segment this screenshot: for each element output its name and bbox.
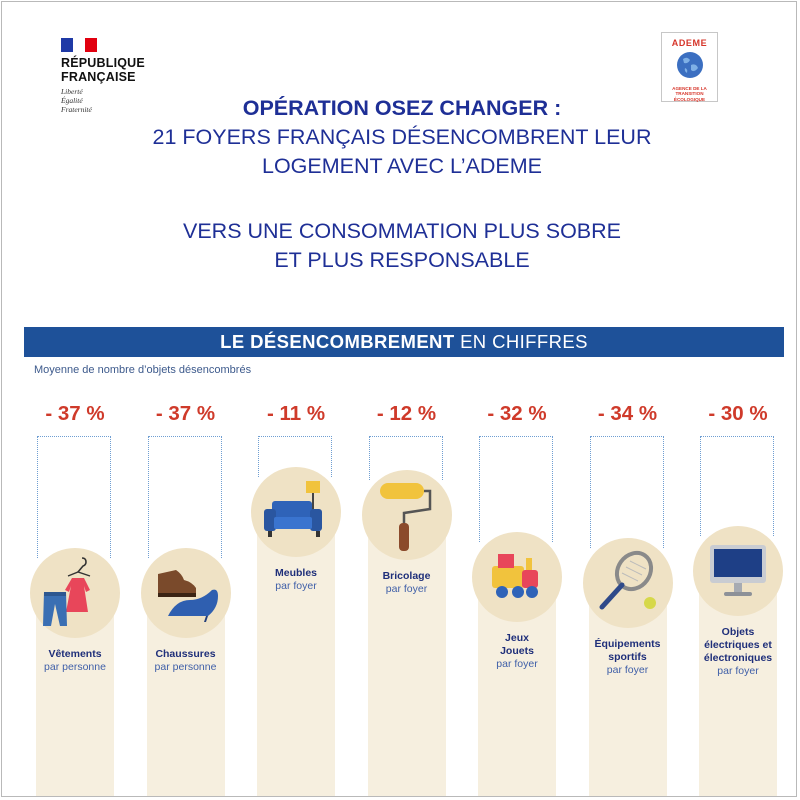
percent-label: - 37 % — [155, 402, 216, 425]
globe-icon — [676, 52, 703, 78]
category-label: Objets électriques et électroniques par foy… — [692, 626, 784, 678]
tennis-racket-icon — [582, 538, 673, 628]
chart-column: - 37 % Vêtements par personne — [29, 2, 121, 796]
ademe-logo: ADEME AGENCE DE LA TRANSITION ÉCOLOGIQUE — [661, 32, 718, 102]
category-unit: par foyer — [385, 583, 428, 595]
category-name: Jeux — [505, 632, 529, 644]
shoes-icon — [140, 548, 231, 638]
category-name: Jouets — [500, 645, 534, 657]
percent-label: - 30 % — [708, 402, 768, 425]
previous-level-outline — [147, 436, 222, 558]
chart-column: - 30 % Objets électriques et électroniques p… — [692, 2, 784, 796]
previous-level-outline — [258, 436, 332, 477]
chart-column: - 37 % Chaussures par personne — [140, 2, 232, 796]
category-label: Équipements sportifs par foyer — [582, 638, 674, 677]
category-name: Bricolage — [382, 570, 431, 582]
category-name: Chaussures — [155, 648, 216, 660]
paint-roller-icon — [361, 470, 452, 560]
computer-icon — [693, 526, 783, 616]
category-label: Bricolage par foyer — [361, 570, 453, 596]
category-unit: par personne — [44, 661, 106, 673]
previous-level-outline — [700, 436, 774, 536]
category-label: Vêtements par personne — [29, 648, 121, 674]
chart-subtitle: Moyenne de nombre d’objets désencombrés — [34, 364, 252, 376]
category-name: électriques et — [704, 639, 772, 651]
category-name: électroniques — [703, 652, 773, 664]
republique-name: RÉPUBLIQUE FRANÇAISE — [61, 56, 145, 84]
chart-column: - 34 % Équipements sportifs par foyer — [582, 2, 674, 796]
percent-label: - 37 % — [45, 402, 105, 425]
toy-train-icon — [472, 532, 562, 622]
page-title: OPÉRATION OSEZ CHANGER : 21 FOYERS FRANÇ… — [152, 96, 652, 272]
category-name: sportifs — [608, 651, 647, 663]
category-name: Équipements — [594, 638, 661, 650]
ademe-tagline: AGENCE DE LA TRANSITION ÉCOLOGIQUE — [672, 86, 707, 102]
section-band: LE DÉSENCOMBREMENT EN CHIFFRES — [24, 327, 784, 357]
previous-level-outline — [479, 436, 553, 542]
republique-francaise-logo: RÉPUBLIQUE FRANÇAISE Liberté Égalité Fra… — [61, 38, 145, 114]
chart-column: - 32 % Jeux Jouets par foyer — [471, 2, 563, 796]
category-label: Chaussures par personne — [140, 648, 232, 674]
percent-label: - 12 % — [376, 402, 437, 425]
previous-level-outline — [589, 436, 664, 548]
chart-column: - 11 % Meubles par foyer — [250, 2, 342, 796]
category-unit: par foyer — [496, 658, 538, 670]
category-name: Meubles — [274, 567, 317, 579]
percent-label: - 32 % — [487, 402, 547, 425]
french-flag-icon — [61, 38, 97, 52]
chart-column: - 12 % Bricolage par foyer — [361, 2, 453, 796]
category-unit: par foyer — [606, 664, 649, 676]
category-label: Jeux Jouets par foyer — [471, 632, 563, 671]
category-unit: par foyer — [275, 580, 317, 592]
motto: Liberté Égalité Fraternité — [61, 87, 92, 114]
clothes-icon — [30, 548, 120, 638]
percent-label: - 34 % — [597, 402, 658, 425]
previous-level-outline — [368, 436, 443, 480]
sofa-icon — [251, 467, 341, 557]
previous-level-outline — [37, 436, 111, 558]
category-name: Vêtements — [48, 648, 102, 660]
category-unit: par personne — [154, 661, 217, 673]
percent-label: - 11 % — [266, 402, 326, 425]
category-label: Meubles par foyer — [250, 567, 342, 593]
category-unit: par foyer — [717, 665, 759, 677]
category-name: Objets — [721, 626, 755, 638]
